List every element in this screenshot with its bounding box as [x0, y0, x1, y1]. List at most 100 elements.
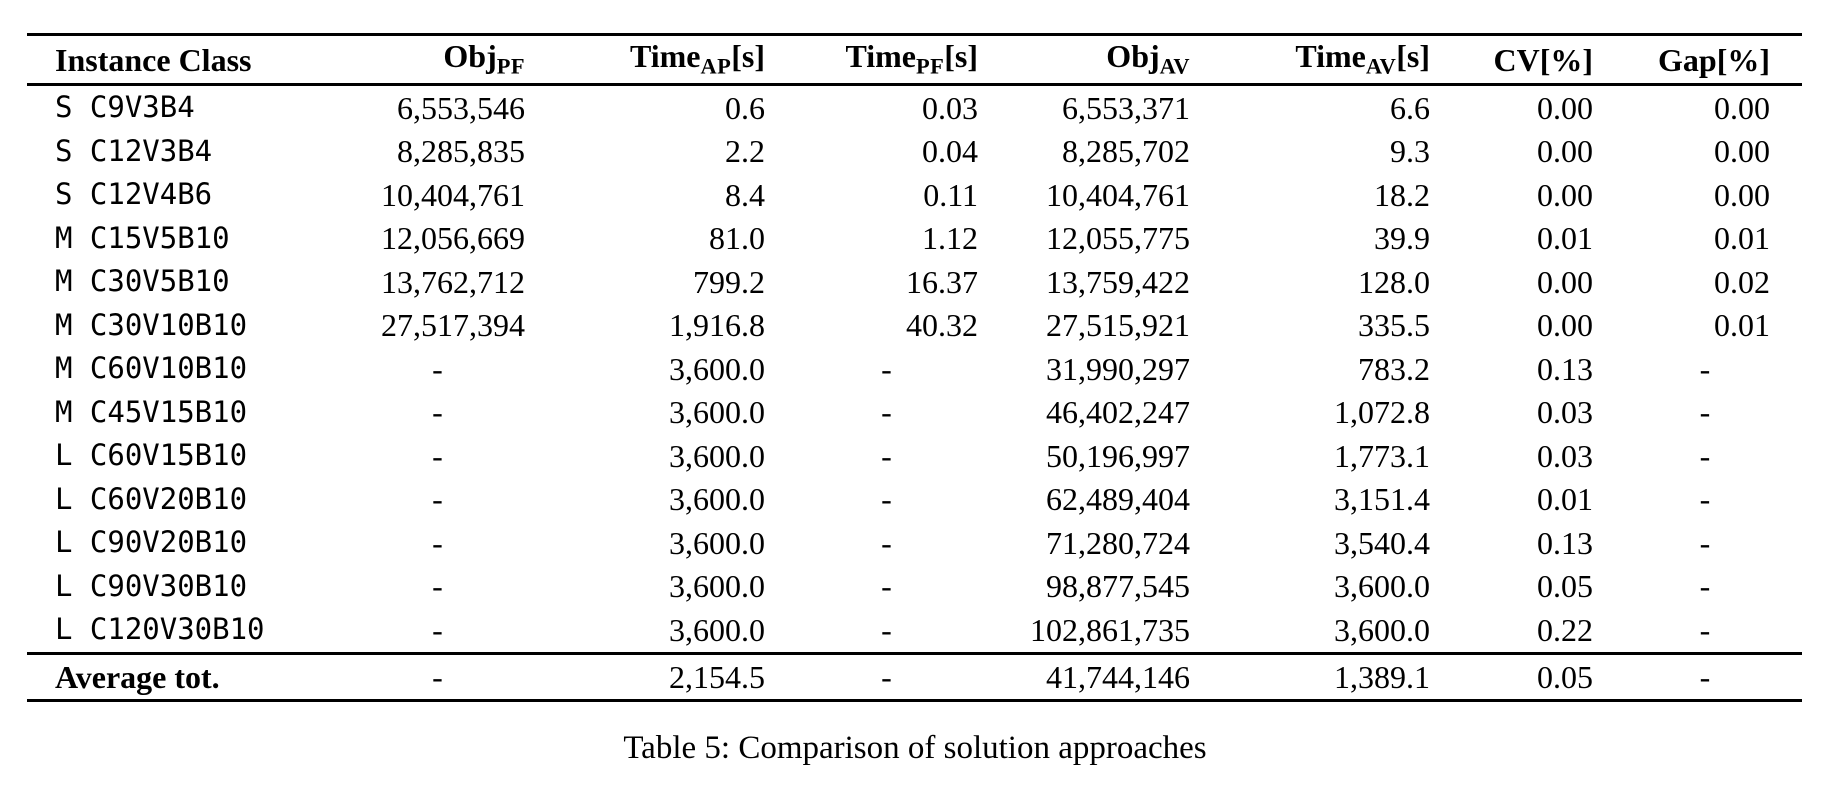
row-cell-time_ap: 2.2: [725, 133, 765, 170]
average-cell-time_ap: 2,154.5: [669, 658, 765, 695]
table-row: M C30V5B10 13,762,712 799.2 16.37 13,759,422…: [27, 260, 1802, 304]
column-header-time_ap: TimeAP[s]: [540, 35, 780, 85]
row-cell-cv: 0.22: [1537, 611, 1593, 648]
table-row: M C60V10B10 - 3,600.0 - 31,990,297 783.2 0.13 -: [27, 347, 1802, 391]
row-cell-obj_av: 71,280,724: [1046, 524, 1190, 561]
column-header-obj_av: ObjAV: [993, 35, 1205, 85]
average-cell-time_pf: -: [881, 658, 892, 695]
row-cell-obj_av: 62,489,404: [1046, 481, 1190, 518]
column-header-cv: CV[%]: [1445, 35, 1608, 85]
row-cell-cv: 0.03: [1537, 437, 1593, 474]
row-cell-obj_pf: 8,285,835: [397, 133, 525, 170]
row-cell-time_av: 18.2: [1374, 176, 1430, 213]
row-cell-gap: 0.00: [1714, 176, 1770, 213]
row-cell-obj_av: 27,515,921: [1046, 307, 1190, 344]
table-row: L C90V20B10 - 3,600.0 - 71,280,724 3,540.4 0.1…: [27, 521, 1802, 565]
row-cell-time_pf: -: [881, 394, 892, 431]
column-header-gap: Gap[%]: [1608, 35, 1802, 85]
column-header-time_av: TimeAV[s]: [1205, 35, 1445, 85]
row-cell-time_av: 3,600.0: [1334, 568, 1430, 605]
row-cell-time_av: 6.6: [1390, 89, 1430, 126]
column-header-unit: [s]: [944, 38, 978, 75]
row-cell-time_pf: -: [881, 611, 892, 648]
column-header-subscript: AP: [700, 54, 732, 80]
row-cell-obj_av: 98,877,545: [1046, 568, 1190, 605]
row-cell-time_pf: -: [881, 437, 892, 474]
row-cell-time_ap: 3,600.0: [669, 394, 765, 431]
row-cell-time_ap: 799.2: [693, 263, 765, 300]
average-cell-time_av: 1,389.1: [1334, 658, 1430, 695]
table-row: L C120V30B10 - 3,600.0 - 102,861,735 3,600.0 0…: [27, 608, 1802, 653]
row-cell-cv: 0.00: [1537, 176, 1593, 213]
row-cell-instance: L C120V30B10: [55, 612, 265, 647]
table-footer: Average tot. - 2,154.5 - 41,744,146 1,389.1 0.…: [27, 653, 1802, 700]
row-cell-time_av: 9.3: [1390, 133, 1430, 170]
row-cell-time_ap: 3,600.0: [669, 350, 765, 387]
row-cell-time_pf: -: [881, 524, 892, 561]
row-cell-instance: S C12V4B6: [55, 177, 213, 212]
row-cell-time_pf: -: [881, 568, 892, 605]
row-cell-obj_av: 46,402,247: [1046, 394, 1190, 431]
row-cell-obj_av: 50,196,997: [1046, 437, 1190, 474]
row-cell-instance: M C45V15B10: [55, 394, 248, 429]
column-header-base: Instance Class: [55, 41, 252, 78]
row-cell-time_av: 1,072.8: [1334, 394, 1430, 431]
row-cell-gap: 0.01: [1714, 307, 1770, 344]
column-header-base: Time: [1295, 38, 1366, 75]
row-cell-obj_av: 8,285,702: [1062, 133, 1190, 170]
average-cell-instance: Average tot.: [55, 658, 220, 695]
row-cell-time_pf: 16.37: [906, 263, 978, 300]
row-cell-cv: 0.05: [1537, 568, 1593, 605]
row-cell-gap: -: [1699, 350, 1711, 387]
average-cell-cv: 0.05: [1537, 658, 1593, 695]
row-cell-obj_pf: 6,553,546: [397, 89, 525, 126]
column-header-subscript: AV: [1365, 54, 1397, 80]
table-row: M C15V5B10 12,056,669 81.0 1.12 12,055,775 39…: [27, 217, 1802, 261]
row-cell-time_pf: 0.04: [922, 133, 978, 170]
row-cell-time_ap: 3,600.0: [669, 568, 765, 605]
column-header-base: Obj: [443, 38, 497, 75]
column-header-base: CV: [1493, 41, 1540, 78]
column-header-base: Time: [845, 38, 916, 75]
table-row: M C45V15B10 - 3,600.0 - 46,402,247 1,072.8 0.0…: [27, 391, 1802, 435]
row-cell-time_ap: 3,600.0: [669, 437, 765, 474]
row-cell-time_av: 3,540.4: [1334, 524, 1430, 561]
row-cell-gap: 0.00: [1714, 133, 1770, 170]
table-row: L C90V30B10 - 3,600.0 - 98,877,545 3,600.0 0.0…: [27, 565, 1802, 609]
row-cell-time_ap: 3,600.0: [669, 524, 765, 561]
row-cell-instance: L C90V20B10: [55, 525, 248, 560]
row-cell-time_ap: 1,916.8: [669, 307, 765, 344]
row-cell-time_av: 783.2: [1358, 350, 1430, 387]
row-cell-gap: -: [1699, 524, 1711, 561]
row-cell-obj_pf: 10,404,761: [381, 176, 525, 213]
row-cell-time_ap: 3,600.0: [669, 611, 765, 648]
row-cell-obj_pf: -: [432, 394, 443, 431]
average-cell-gap: -: [1699, 658, 1711, 695]
column-header-subscript: PF: [496, 54, 525, 80]
table-caption: Table 5: Comparison of solution approach…: [623, 730, 1207, 766]
column-header-subscript: PF: [915, 54, 945, 80]
row-cell-cv: 0.00: [1537, 263, 1593, 300]
row-cell-obj_av: 10,404,761: [1046, 176, 1190, 213]
row-cell-instance: M C30V5B10: [55, 264, 230, 299]
column-header-time_pf: TimePF[s]: [780, 35, 993, 85]
row-cell-gap: -: [1699, 568, 1711, 605]
row-cell-time_av: 3,151.4: [1334, 481, 1430, 518]
row-cell-cv: 0.00: [1537, 89, 1593, 126]
row-cell-time_pf: 1.12: [922, 220, 978, 257]
row-cell-instance: L C90V30B10: [55, 568, 248, 603]
column-header-subscript: AV: [1159, 54, 1190, 80]
row-cell-gap: -: [1699, 394, 1711, 431]
table-row: M C30V10B10 27,517,394 1,916.8 40.32 27,515,…: [27, 304, 1802, 348]
row-cell-obj_av: 13,759,422: [1046, 263, 1190, 300]
row-cell-time_pf: 40.32: [906, 307, 978, 344]
row-cell-obj_pf: -: [432, 350, 443, 387]
row-cell-instance: S C9V3B4: [55, 90, 195, 125]
row-cell-time_pf: -: [881, 350, 892, 387]
row-cell-time_av: 335.5: [1358, 307, 1430, 344]
row-cell-time_av: 1,773.1: [1334, 437, 1430, 474]
row-cell-obj_pf: -: [432, 481, 443, 518]
column-header-base: Gap: [1658, 41, 1717, 78]
table-row: S C12V3B4 8,285,835 2.2 0.04 8,285,702 9.3 0.0…: [27, 130, 1802, 174]
row-cell-gap: -: [1699, 611, 1711, 648]
